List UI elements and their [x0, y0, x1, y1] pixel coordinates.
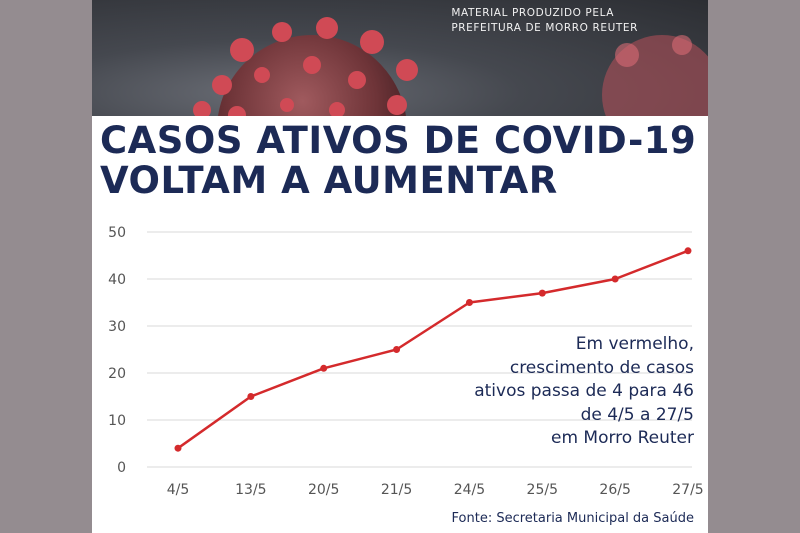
credit-line-1: MATERIAL PRODUZIDO PELA: [451, 7, 615, 19]
x-tick-label: 24/5: [454, 482, 485, 498]
credit-line-2: PREFEITURA DE MORRO REUTER: [451, 22, 638, 34]
production-credit: MATERIAL PRODUZIDO PELA PREFEITURA DE MO…: [451, 6, 638, 36]
coronavirus-blur-illustration: [602, 35, 708, 116]
coronavirus-illustration: [193, 17, 418, 116]
y-tick-label: 20: [108, 366, 126, 382]
data-point: [393, 346, 401, 353]
data-point: [465, 299, 473, 306]
annotation-line-1: Em vermelho,: [575, 334, 694, 354]
data-point: [247, 393, 255, 400]
title-line-2: VOLTAM A AUMENTAR: [100, 159, 558, 202]
data-point: [684, 247, 692, 255]
infographic-card: MATERIAL PRODUZIDO PELA PREFEITURA DE MO…: [92, 0, 708, 533]
x-tick-label: 25/5: [527, 482, 558, 498]
x-tick-label: 26/5: [599, 482, 630, 498]
annotation-line-5: em Morro Reuter: [551, 428, 694, 448]
y-tick-label: 10: [108, 413, 126, 429]
active-cases-line-chart: 0 10 20 30 40 50 4/5 13/5 20/5 21/5 24/5 25/5 26/5 27…: [108, 225, 704, 498]
x-tick-label: 13/5: [235, 482, 266, 498]
series-line: [177, 249, 689, 450]
chart-annotation: Em vermelho, crescimento de casos ativos…: [434, 333, 694, 451]
data-point: [611, 275, 619, 283]
annotation-line-2: crescimento de casos: [509, 357, 694, 378]
y-tick-label: 40: [108, 272, 126, 288]
source-note: Fonte: Secretaria Municipal da Saúde: [451, 511, 694, 526]
data-point: [538, 289, 546, 297]
page-title: CASOS ATIVOS DE COVID-19 VOLTAM A AUMENT…: [100, 121, 696, 201]
title-line-1: CASOS ATIVOS DE COVID-19: [100, 119, 697, 162]
x-tick-label: 27/5: [672, 482, 703, 498]
hero-banner: MATERIAL PRODUZIDO PELA PREFEITURA DE MO…: [92, 0, 708, 116]
annotation-line-3: ativos passa de 4 para 46: [474, 381, 694, 401]
data-point: [320, 364, 328, 372]
y-tick-label: 50: [108, 225, 126, 241]
x-tick-label: 4/5: [167, 482, 190, 498]
annotation-line-4: de 4/5 a 27/5: [580, 404, 694, 425]
y-tick-label: 0: [117, 460, 126, 476]
x-tick-label: 21/5: [381, 482, 412, 498]
data-point: [174, 444, 182, 452]
x-tick-label: 20/5: [308, 482, 339, 498]
y-tick-label: 30: [108, 319, 126, 335]
